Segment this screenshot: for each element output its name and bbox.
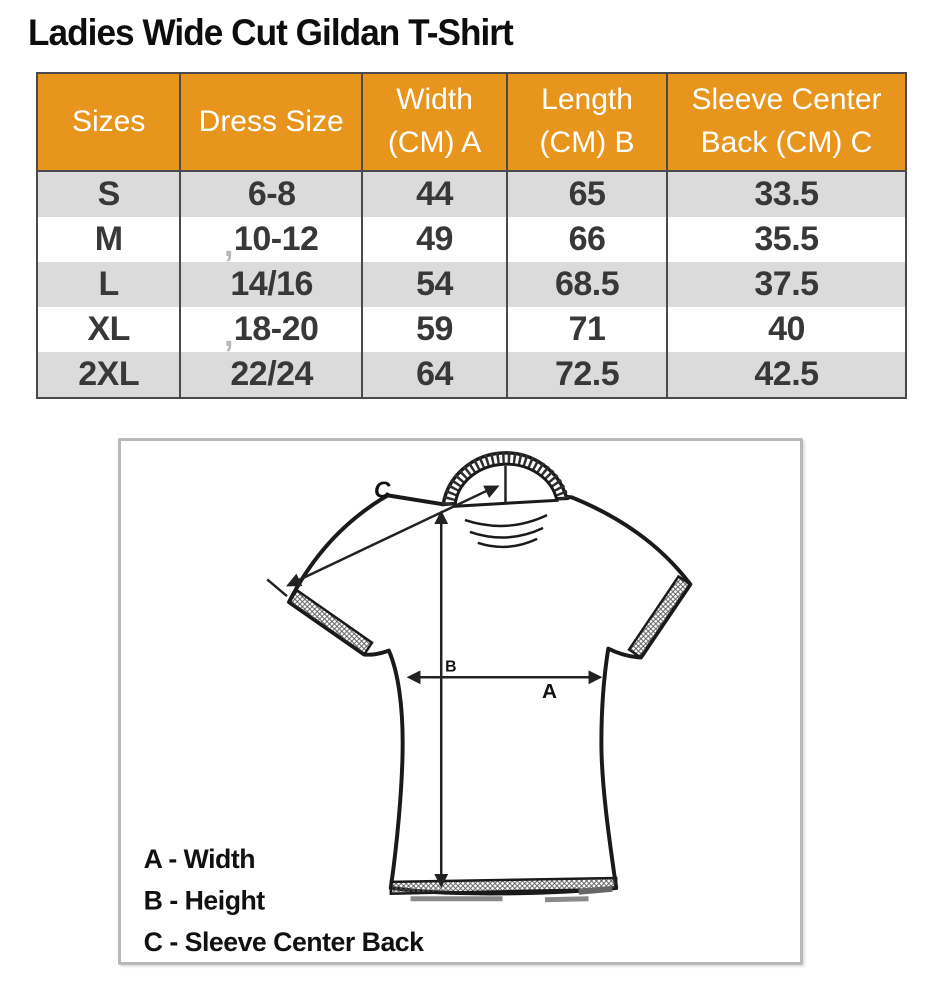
dress-value: 18-20	[233, 310, 319, 348]
table-row: XL ,18-20 59 71 40	[37, 307, 906, 354]
size-chart-table: Sizes Dress Size Width (CM) A Length (CM…	[36, 72, 907, 399]
measure-arrow-c	[266, 465, 507, 598]
cell-size: L	[37, 262, 181, 307]
table-row: L 14/16 54 68.5 37.5	[37, 262, 906, 307]
cell-size: XL	[87, 310, 130, 348]
comma-artifact: ,	[223, 226, 233, 264]
cell-width: 54	[360, 262, 508, 307]
cell-size: S	[37, 171, 181, 217]
cell-width: 59	[360, 307, 508, 352]
cell-sleeve: 35.5	[665, 217, 906, 262]
cell-dress: 14/16	[179, 262, 362, 307]
cell-width: 44	[360, 171, 508, 217]
header-dress-size: Dress Size	[179, 73, 362, 172]
label-c: C	[374, 476, 391, 502]
cell-sleeve: 42.5	[665, 352, 906, 398]
measurement-diagram: A B C A - Width B - Height C - Sleeve Ce…	[118, 438, 803, 965]
measure-arrow-b	[434, 510, 449, 888]
legend-width: A - Width	[144, 844, 255, 874]
cell-dress: ,10-12	[179, 217, 362, 264]
cell-length: 71	[506, 307, 667, 352]
header-width: Width (CM) A	[360, 73, 508, 172]
label-a: A	[542, 680, 557, 703]
cell-sleeve: 37.5	[665, 262, 906, 307]
label-b: B	[445, 658, 456, 675]
cell-length: 72.5	[506, 352, 667, 398]
dress-value: 6-8	[247, 175, 296, 213]
table-row: S 6-8 44 65 33.5	[37, 171, 906, 217]
cell-size: M	[94, 220, 123, 258]
cell-sleeve: 40	[665, 307, 906, 352]
cell-dress: ,18-20	[179, 307, 362, 354]
tshirt-outline-icon	[286, 451, 693, 903]
cell-width: 49	[360, 217, 508, 262]
cell-dress: 6-8	[179, 171, 362, 217]
page-title: Ladies Wide Cut Gildan T-Shirt	[28, 12, 514, 53]
cell-size: 2XL	[37, 352, 181, 398]
diagram-legend: A - Width B - Height C - Sleeve Center B…	[144, 844, 425, 957]
header-length: Length (CM) B	[506, 73, 667, 172]
comma-artifact: ,	[223, 316, 233, 354]
cell-dress: 22/24	[179, 352, 362, 398]
table-row: M ,10-12 49 66 35.5	[37, 217, 906, 264]
cell-length: 65	[506, 171, 667, 217]
dress-value: 22/24	[230, 355, 313, 393]
legend-sleeve-center-back: C - Sleeve Center Back	[144, 927, 425, 957]
header-sizes: Sizes	[37, 73, 181, 172]
table-header-row: Sizes Dress Size Width (CM) A Length (CM…	[37, 73, 906, 172]
cell-width: 64	[360, 352, 508, 398]
cell-sleeve: 33.5	[665, 171, 906, 217]
dress-value: 14/16	[230, 265, 313, 303]
cell-length: 66	[506, 217, 667, 262]
legend-height: B - Height	[144, 886, 266, 916]
tshirt-diagram-svg: A B C A - Width B - Height C - Sleeve Ce…	[144, 451, 693, 957]
dress-value: 10-12	[233, 220, 319, 258]
header-sleeve-center-back: Sleeve Center Back (CM) C	[665, 73, 906, 172]
cell-length: 68.5	[506, 262, 667, 307]
measure-arrow-a	[406, 670, 603, 685]
table-row: 2XL 22/24 64 72.5 42.5	[37, 352, 906, 398]
